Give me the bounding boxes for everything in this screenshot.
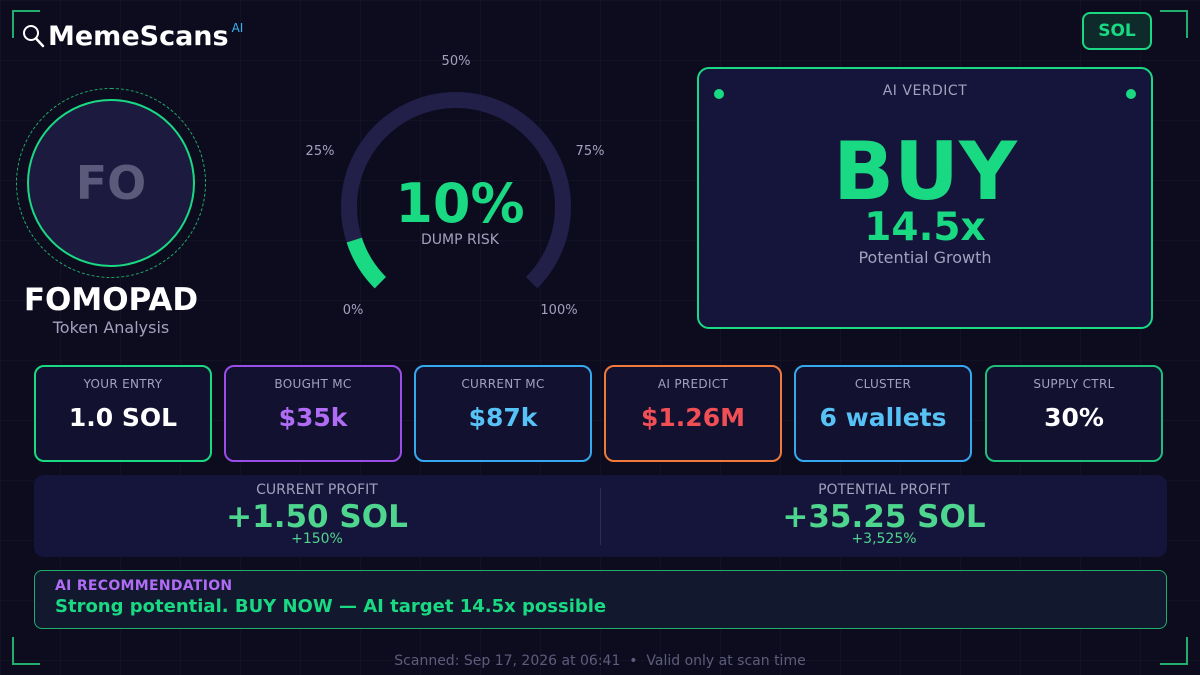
- stat-value: $87k: [468, 403, 538, 432]
- stat-card-cluster: CLUSTER 6 wallets: [794, 365, 972, 462]
- gauge-tick-50: 50%: [441, 54, 471, 69]
- stat-label: CLUSTER: [854, 377, 912, 391]
- profit-panel: CURRENT PROFIT +1.50 SOL +150% POTENTIAL…: [34, 475, 1167, 557]
- stat-card-ai-predict: AI PREDICT $1.26M: [604, 365, 782, 462]
- verdict-label: AI VERDICT: [882, 83, 968, 99]
- current-profit: CURRENT PROFIT +1.50 SOL +150%: [34, 475, 600, 557]
- current-profit-pct: +150%: [291, 531, 343, 547]
- ai-verdict-card: AI VERDICT BUY 14.5x Potential Growth: [697, 67, 1153, 329]
- recommendation-title: AI RECOMMENDATION: [55, 578, 233, 594]
- verdict-multiplier: 14.5x: [864, 205, 986, 250]
- gauge-tick-100: 100%: [540, 303, 578, 318]
- corner-frame-bottom-left: [12, 637, 40, 665]
- verdict-action: BUY: [833, 125, 1017, 218]
- potential-profit-value: +35.25 SOL: [782, 499, 986, 535]
- brand-ai-superscript: AI: [231, 21, 244, 35]
- potential-profit: POTENTIAL PROFIT +35.25 SOL +3,525%: [601, 475, 1167, 557]
- avatar-dashed-ring: [16, 88, 206, 278]
- verdict-dot-left: [714, 89, 724, 99]
- brand-name: MemeScans: [48, 21, 229, 52]
- stat-label: AI PREDICT: [657, 377, 729, 391]
- stat-value: $35k: [278, 403, 348, 432]
- stat-card-supply-ctrl: SUPPLY CTRL 30%: [985, 365, 1163, 462]
- dump-risk-label: DUMP RISK: [421, 232, 499, 248]
- stat-card-bought-mc: BOUGHT MC $35k: [224, 365, 402, 462]
- chain-badge[interactable]: SOL: [1082, 12, 1152, 50]
- stat-value: $1.26M: [641, 403, 745, 432]
- stat-card-entry: YOUR ENTRY 1.0 SOL: [34, 365, 212, 462]
- token-avatar-wrap: FO: [16, 88, 206, 278]
- scan-footer: Scanned: Sep 17, 2026 at 06:41 • Valid o…: [394, 653, 806, 669]
- stat-label: SUPPLY CTRL: [1033, 377, 1115, 391]
- gauge-svg: [341, 92, 571, 289]
- gauge-tick-75: 75%: [575, 144, 605, 159]
- potential-profit-pct: +3,525%: [851, 531, 917, 547]
- stat-value: 6 wallets: [819, 403, 947, 432]
- profit-divider: [600, 488, 601, 545]
- token-name: FOMOPAD: [23, 282, 199, 318]
- stat-value: 30%: [1044, 403, 1104, 432]
- stat-value: 1.0 SOL: [68, 403, 178, 432]
- corner-frame-top-left: [12, 10, 40, 38]
- current-profit-label: CURRENT PROFIT: [256, 482, 378, 498]
- verdict-dot-right: [1126, 89, 1136, 99]
- ai-recommendation: AI RECOMMENDATION Strong potential. BUY …: [34, 570, 1167, 629]
- token-subtitle: Token Analysis: [52, 318, 170, 337]
- dump-risk-value: 10%: [395, 172, 525, 235]
- gauge-fill: [346, 237, 387, 289]
- dump-risk-gauge: 0% 25% 50% 75% 100% 10% DUMP RISK: [290, 40, 630, 330]
- corner-frame-top-right: [1160, 10, 1188, 38]
- token-avatar: FO: [27, 99, 195, 267]
- recommendation-text: Strong potential. BUY NOW — AI target 14…: [55, 596, 607, 617]
- stat-label: CURRENT MC: [461, 377, 545, 391]
- corner-frame-bottom-right: [1160, 637, 1188, 665]
- verdict-subtitle: Potential Growth: [858, 248, 992, 267]
- stat-label: BOUGHT MC: [274, 377, 352, 391]
- brand-logo: MemeScans AI: [22, 20, 243, 54]
- current-profit-value: +1.50 SOL: [226, 499, 408, 535]
- search-icon: [23, 25, 45, 48]
- potential-profit-label: POTENTIAL PROFIT: [818, 482, 950, 498]
- gauge-tick-25: 25%: [305, 144, 335, 159]
- stat-label: YOUR ENTRY: [83, 377, 163, 391]
- stat-card-current-mc: CURRENT MC $87k: [414, 365, 592, 462]
- gauge-tick-0: 0%: [342, 303, 364, 318]
- gauge-track: [341, 92, 571, 289]
